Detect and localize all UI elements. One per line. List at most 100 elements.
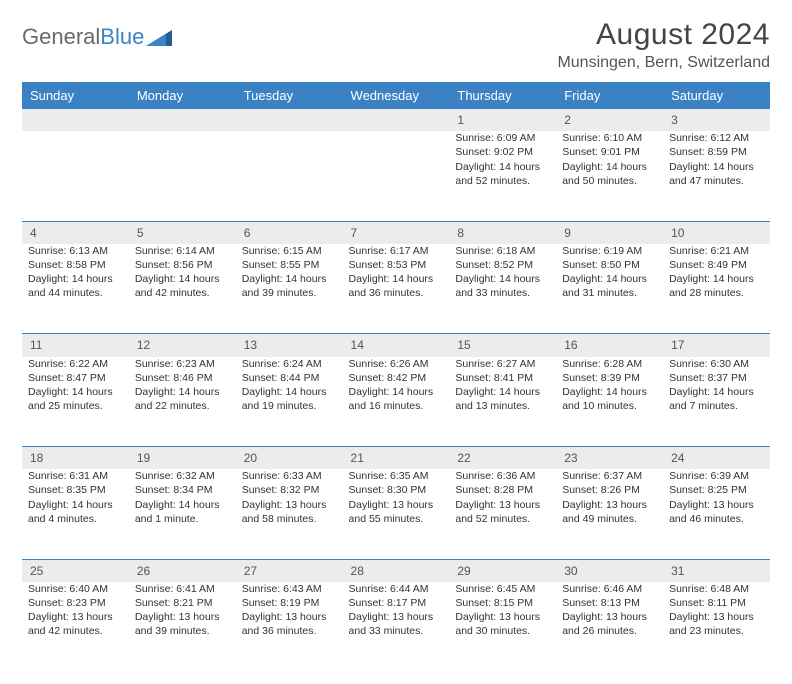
sunrise-text: Sunrise: 6:36 AM bbox=[455, 469, 550, 483]
sunset-text: Sunset: 8:19 PM bbox=[242, 596, 337, 610]
day-number bbox=[236, 109, 343, 131]
sunset-text: Sunset: 8:37 PM bbox=[669, 371, 764, 385]
day-cell bbox=[343, 131, 450, 221]
daylight-text: Daylight: 13 hours and 23 minutes. bbox=[669, 610, 764, 638]
day-number: 1 bbox=[449, 109, 556, 131]
day-number bbox=[129, 109, 236, 131]
day-number: 6 bbox=[236, 221, 343, 244]
day-cell: Sunrise: 6:36 AMSunset: 8:28 PMDaylight:… bbox=[449, 469, 556, 559]
daylight-text: Daylight: 13 hours and 33 minutes. bbox=[349, 610, 444, 638]
daylight-text: Daylight: 13 hours and 58 minutes. bbox=[242, 498, 337, 526]
day-number-row: 45678910 bbox=[22, 221, 770, 244]
sunset-text: Sunset: 8:46 PM bbox=[135, 371, 230, 385]
calendar-table: Sunday Monday Tuesday Wednesday Thursday… bbox=[22, 82, 770, 672]
day-cell bbox=[129, 131, 236, 221]
day-number: 15 bbox=[449, 334, 556, 357]
day-cell: Sunrise: 6:19 AMSunset: 8:50 PMDaylight:… bbox=[556, 244, 663, 334]
weekday-header: Friday bbox=[556, 82, 663, 109]
day-cell: Sunrise: 6:26 AMSunset: 8:42 PMDaylight:… bbox=[343, 357, 450, 447]
sunrise-text: Sunrise: 6:35 AM bbox=[349, 469, 444, 483]
day-cell: Sunrise: 6:09 AMSunset: 9:02 PMDaylight:… bbox=[449, 131, 556, 221]
day-number: 27 bbox=[236, 559, 343, 582]
sunrise-text: Sunrise: 6:18 AM bbox=[455, 244, 550, 258]
daylight-text: Daylight: 14 hours and 10 minutes. bbox=[562, 385, 657, 413]
brand-part1: General bbox=[22, 24, 100, 50]
daylight-text: Daylight: 14 hours and 52 minutes. bbox=[455, 160, 550, 188]
day-number: 4 bbox=[22, 221, 129, 244]
sunset-text: Sunset: 8:50 PM bbox=[562, 258, 657, 272]
daylight-text: Daylight: 13 hours and 42 minutes. bbox=[28, 610, 123, 638]
sunset-text: Sunset: 8:55 PM bbox=[242, 258, 337, 272]
sunset-text: Sunset: 8:56 PM bbox=[135, 258, 230, 272]
day-cell: Sunrise: 6:14 AMSunset: 8:56 PMDaylight:… bbox=[129, 244, 236, 334]
weekday-header-row: Sunday Monday Tuesday Wednesday Thursday… bbox=[22, 82, 770, 109]
day-number: 8 bbox=[449, 221, 556, 244]
daylight-text: Daylight: 13 hours and 30 minutes. bbox=[455, 610, 550, 638]
daylight-text: Daylight: 14 hours and 31 minutes. bbox=[562, 272, 657, 300]
header: GeneralBlue August 2024 Munsingen, Bern,… bbox=[22, 18, 770, 72]
daylight-text: Daylight: 14 hours and 36 minutes. bbox=[349, 272, 444, 300]
sunset-text: Sunset: 8:53 PM bbox=[349, 258, 444, 272]
day-cell: Sunrise: 6:23 AMSunset: 8:46 PMDaylight:… bbox=[129, 357, 236, 447]
day-cell: Sunrise: 6:15 AMSunset: 8:55 PMDaylight:… bbox=[236, 244, 343, 334]
day-cell: Sunrise: 6:28 AMSunset: 8:39 PMDaylight:… bbox=[556, 357, 663, 447]
day-number: 13 bbox=[236, 334, 343, 357]
day-cell: Sunrise: 6:22 AMSunset: 8:47 PMDaylight:… bbox=[22, 357, 129, 447]
title-block: August 2024 Munsingen, Bern, Switzerland bbox=[557, 18, 770, 72]
sunset-text: Sunset: 8:49 PM bbox=[669, 258, 764, 272]
day-number: 3 bbox=[663, 109, 770, 131]
sunset-text: Sunset: 8:23 PM bbox=[28, 596, 123, 610]
day-number: 29 bbox=[449, 559, 556, 582]
day-cell: Sunrise: 6:35 AMSunset: 8:30 PMDaylight:… bbox=[343, 469, 450, 559]
sunset-text: Sunset: 8:47 PM bbox=[28, 371, 123, 385]
day-cell: Sunrise: 6:17 AMSunset: 8:53 PMDaylight:… bbox=[343, 244, 450, 334]
day-cell: Sunrise: 6:21 AMSunset: 8:49 PMDaylight:… bbox=[663, 244, 770, 334]
sunset-text: Sunset: 8:58 PM bbox=[28, 258, 123, 272]
sunrise-text: Sunrise: 6:21 AM bbox=[669, 244, 764, 258]
sunrise-text: Sunrise: 6:17 AM bbox=[349, 244, 444, 258]
daylight-text: Daylight: 14 hours and 42 minutes. bbox=[135, 272, 230, 300]
sunset-text: Sunset: 9:01 PM bbox=[562, 145, 657, 159]
brand-triangle-icon bbox=[146, 28, 172, 46]
daylight-text: Daylight: 14 hours and 25 minutes. bbox=[28, 385, 123, 413]
day-number: 5 bbox=[129, 221, 236, 244]
sunrise-text: Sunrise: 6:32 AM bbox=[135, 469, 230, 483]
day-cell: Sunrise: 6:10 AMSunset: 9:01 PMDaylight:… bbox=[556, 131, 663, 221]
sunset-text: Sunset: 8:25 PM bbox=[669, 483, 764, 497]
day-cell: Sunrise: 6:37 AMSunset: 8:26 PMDaylight:… bbox=[556, 469, 663, 559]
daylight-text: Daylight: 14 hours and 33 minutes. bbox=[455, 272, 550, 300]
day-cell: Sunrise: 6:48 AMSunset: 8:11 PMDaylight:… bbox=[663, 582, 770, 672]
sunrise-text: Sunrise: 6:12 AM bbox=[669, 131, 764, 145]
day-cell: Sunrise: 6:33 AMSunset: 8:32 PMDaylight:… bbox=[236, 469, 343, 559]
daylight-text: Daylight: 13 hours and 46 minutes. bbox=[669, 498, 764, 526]
day-number: 25 bbox=[22, 559, 129, 582]
day-cell bbox=[22, 131, 129, 221]
daylight-text: Daylight: 14 hours and 4 minutes. bbox=[28, 498, 123, 526]
sunset-text: Sunset: 8:44 PM bbox=[242, 371, 337, 385]
day-cell: Sunrise: 6:41 AMSunset: 8:21 PMDaylight:… bbox=[129, 582, 236, 672]
day-number-row: 25262728293031 bbox=[22, 559, 770, 582]
day-cell: Sunrise: 6:18 AMSunset: 8:52 PMDaylight:… bbox=[449, 244, 556, 334]
sunset-text: Sunset: 8:39 PM bbox=[562, 371, 657, 385]
sunrise-text: Sunrise: 6:19 AM bbox=[562, 244, 657, 258]
sunset-text: Sunset: 8:13 PM bbox=[562, 596, 657, 610]
sunset-text: Sunset: 8:30 PM bbox=[349, 483, 444, 497]
sunset-text: Sunset: 8:11 PM bbox=[669, 596, 764, 610]
daylight-text: Daylight: 14 hours and 19 minutes. bbox=[242, 385, 337, 413]
sunrise-text: Sunrise: 6:24 AM bbox=[242, 357, 337, 371]
day-info-row: Sunrise: 6:31 AMSunset: 8:35 PMDaylight:… bbox=[22, 469, 770, 559]
sunset-text: Sunset: 8:15 PM bbox=[455, 596, 550, 610]
sunrise-text: Sunrise: 6:27 AM bbox=[455, 357, 550, 371]
day-number: 20 bbox=[236, 447, 343, 470]
sunrise-text: Sunrise: 6:48 AM bbox=[669, 582, 764, 596]
day-info-row: Sunrise: 6:09 AMSunset: 9:02 PMDaylight:… bbox=[22, 131, 770, 221]
weekday-header: Sunday bbox=[22, 82, 129, 109]
sunset-text: Sunset: 8:42 PM bbox=[349, 371, 444, 385]
day-cell bbox=[236, 131, 343, 221]
sunrise-text: Sunrise: 6:26 AM bbox=[349, 357, 444, 371]
day-number bbox=[22, 109, 129, 131]
sunset-text: Sunset: 8:28 PM bbox=[455, 483, 550, 497]
day-cell: Sunrise: 6:24 AMSunset: 8:44 PMDaylight:… bbox=[236, 357, 343, 447]
day-cell: Sunrise: 6:43 AMSunset: 8:19 PMDaylight:… bbox=[236, 582, 343, 672]
daylight-text: Daylight: 13 hours and 26 minutes. bbox=[562, 610, 657, 638]
